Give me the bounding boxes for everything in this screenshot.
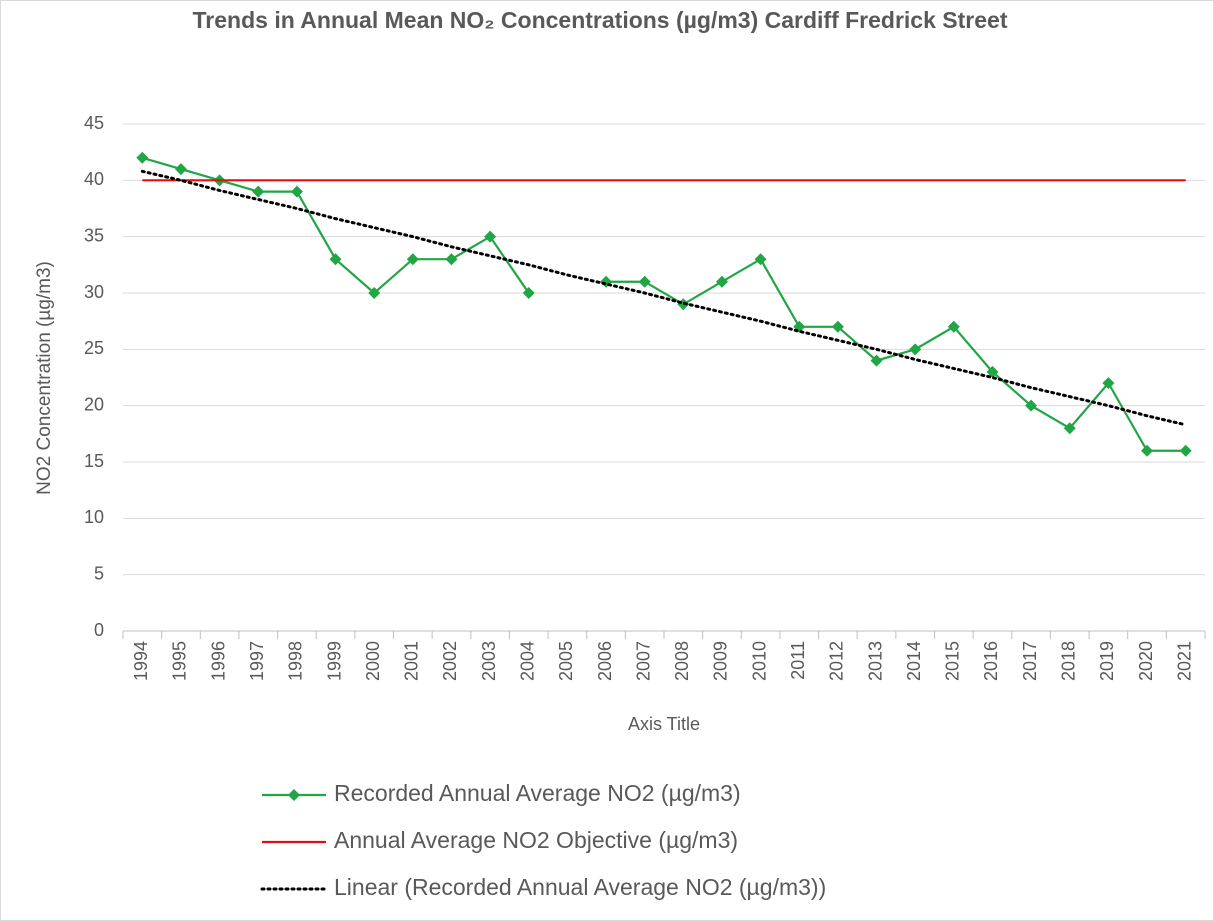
x-tick-label: 2008 [672, 641, 692, 681]
data-point [986, 365, 999, 378]
data-point [290, 185, 303, 198]
data-point [870, 354, 883, 367]
y-tick-label: 10 [84, 507, 104, 527]
y-tick-label: 5 [94, 563, 104, 583]
data-point [638, 275, 651, 288]
x-tick-label: 1999 [324, 641, 344, 681]
data-point [1179, 444, 1192, 457]
y-axis-title: NO2 Concentration (µg/m3) [34, 261, 55, 495]
data-point [136, 151, 149, 164]
legend-label: Annual Average NO2 Objective (µg/m3) [334, 827, 738, 853]
x-tick-label: 2017 [1020, 641, 1040, 681]
data-point [252, 185, 265, 198]
data-point [174, 163, 187, 176]
data-point [445, 253, 458, 266]
x-tick-label: 2002 [440, 641, 460, 681]
x-tick-label: 1998 [286, 641, 306, 681]
data-point [754, 253, 767, 266]
x-tick-label: 2006 [595, 641, 615, 681]
data-point [484, 230, 497, 243]
data-point [329, 253, 342, 266]
y-tick-label: 45 [84, 113, 104, 133]
y-tick-label: 15 [84, 451, 104, 471]
x-tick-label: 2003 [479, 641, 499, 681]
data-point [1102, 377, 1115, 390]
legend-label: Linear (Recorded Annual Average NO2 (µg/… [334, 874, 826, 900]
x-tick-label: 2013 [865, 641, 885, 681]
x-tick-label: 2011 [788, 641, 808, 680]
x-tick-label: 2014 [904, 641, 924, 681]
x-tick-label: 2012 [827, 641, 847, 681]
x-tick-label: 1997 [247, 641, 267, 681]
data-point [909, 343, 922, 356]
x-tick-label: 2007 [633, 641, 653, 681]
y-tick-label: 35 [84, 225, 104, 245]
y-tick-label: 25 [84, 338, 104, 358]
y-tick-label: 30 [84, 282, 104, 302]
legend-label: Recorded Annual Average NO2 (µg/m3) [334, 780, 741, 806]
data-point [1025, 399, 1038, 412]
data-point [406, 253, 419, 266]
series-line [140, 169, 1188, 427]
x-tick-label: 2010 [749, 641, 769, 681]
x-axis-title: Axis Title [628, 714, 700, 734]
x-tick-label: 2020 [1136, 641, 1156, 681]
data-point [715, 275, 728, 288]
x-tick-label: 2015 [943, 641, 963, 681]
y-tick-label: 0 [94, 620, 104, 640]
x-tick-label: 2009 [711, 641, 731, 681]
x-tick-label: 2004 [518, 641, 538, 681]
x-tick-label: 2001 [402, 641, 422, 681]
x-tick-label: 2019 [1097, 641, 1117, 681]
chart-title: Trends in Annual Mean NO₂ Concentrations… [192, 7, 1008, 33]
data-point [831, 320, 844, 333]
data-point [522, 287, 535, 299]
data-point [1063, 422, 1076, 435]
x-tick-label: 1994 [131, 641, 151, 681]
y-tick-label: 40 [84, 169, 104, 189]
x-tick-label: 2005 [556, 641, 576, 681]
x-tick-label: 1996 [208, 641, 228, 681]
x-tick-label: 2018 [1059, 641, 1079, 681]
data-point [1141, 444, 1154, 457]
y-tick-label: 20 [84, 394, 104, 414]
x-tick-label: 2016 [981, 641, 1001, 681]
x-tick-label: 1995 [170, 641, 190, 681]
x-tick-label: 2000 [363, 641, 383, 681]
x-tick-label: 2021 [1174, 641, 1194, 681]
data-point [947, 320, 960, 333]
legend-marker [288, 789, 300, 801]
data-point [368, 287, 381, 299]
